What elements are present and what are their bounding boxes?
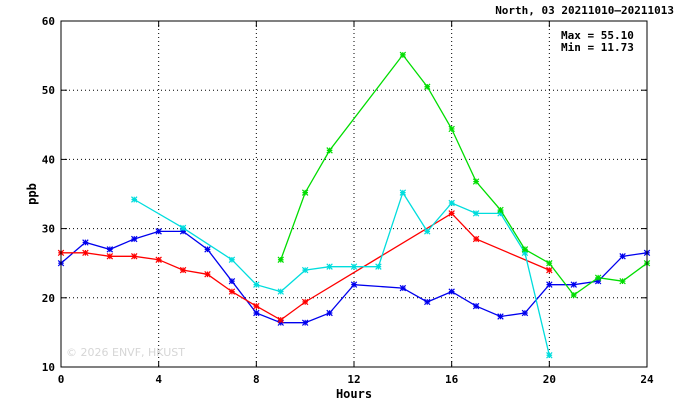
- data-point-marker: [326, 147, 333, 154]
- grid-lines: [61, 21, 647, 367]
- data-point-marker: [204, 246, 211, 253]
- x-axis-label: Hours: [336, 387, 372, 401]
- data-point-marker: [106, 246, 114, 253]
- series-line: [61, 212, 550, 321]
- series-line: [280, 53, 648, 296]
- data-point-marker: [399, 189, 407, 196]
- series-line: [60, 230, 648, 324]
- x-tick-label: 12: [347, 373, 360, 386]
- data-point-marker: [179, 266, 187, 274]
- data-point-marker: [204, 271, 211, 278]
- data-point-marker: [570, 291, 577, 299]
- data-point-marker: [424, 298, 431, 306]
- x-tick-label: 4: [155, 373, 162, 386]
- y-tick-label: 10: [42, 361, 55, 374]
- data-point-marker: [155, 228, 162, 235]
- data-point-marker: [472, 178, 480, 185]
- data-point-marker: [301, 189, 309, 196]
- data-point-marker: [399, 284, 407, 292]
- data-point-marker: [253, 302, 260, 310]
- y-tick-label: 60: [42, 15, 55, 28]
- data-point-marker: [131, 235, 138, 243]
- series-4: [277, 51, 651, 299]
- data-point-marker: [521, 249, 529, 257]
- data-point-marker: [424, 228, 431, 235]
- y-tick-label: 50: [42, 84, 55, 97]
- data-point-marker: [448, 288, 455, 295]
- data-point-marker: [619, 277, 626, 285]
- data-point-marker: [448, 199, 455, 207]
- data-point-marker: [131, 253, 138, 260]
- y-tick-label: 20: [42, 292, 55, 305]
- stat-max: Max = 55.10: [561, 29, 634, 42]
- data-point-marker: [82, 239, 89, 246]
- data-point-marker: [277, 256, 284, 263]
- data-point-marker: [301, 298, 309, 306]
- data-point-marker: [350, 263, 358, 270]
- data-point-marker: [350, 281, 358, 288]
- data-point-marker: [301, 266, 309, 274]
- data-point-marker: [546, 352, 553, 359]
- data-point-marker: [497, 206, 504, 214]
- data-point-marker: [399, 51, 407, 59]
- data-point-marker: [521, 309, 529, 317]
- data-point-marker: [472, 235, 480, 243]
- data-point-marker: [594, 277, 602, 285]
- series-group: [57, 51, 651, 359]
- data-point-marker: [277, 288, 284, 295]
- x-tick-label: 24: [640, 373, 654, 386]
- series-3: [131, 189, 553, 359]
- data-point-marker: [521, 246, 529, 253]
- data-point-marker: [82, 249, 89, 257]
- data-point-marker: [253, 309, 260, 317]
- data-point-marker: [301, 319, 309, 326]
- data-point-marker: [326, 309, 333, 317]
- x-tick-label: 20: [543, 373, 556, 386]
- data-point-marker: [497, 210, 504, 217]
- watermark: © 2026 ENVF, HKUST: [66, 346, 185, 359]
- data-point-marker: [131, 196, 138, 203]
- y-axis-label: ppb: [25, 183, 39, 205]
- data-point-marker: [253, 281, 260, 288]
- series-1: [57, 228, 651, 326]
- data-point-marker: [546, 259, 553, 267]
- data-point-marker: [179, 228, 187, 235]
- x-tick-label: 0: [58, 373, 65, 386]
- data-point-marker: [375, 263, 382, 270]
- data-point-marker: [228, 256, 236, 263]
- data-point-marker: [546, 266, 553, 274]
- data-point-marker: [472, 210, 480, 217]
- data-point-marker: [570, 281, 577, 288]
- series-line: [133, 191, 550, 356]
- data-point-marker: [448, 210, 455, 217]
- data-point-marker: [472, 302, 480, 310]
- x-tick-label: 8: [253, 373, 260, 386]
- y-tick-label: 40: [42, 153, 55, 166]
- axis-ticks: 0 4 8 12 16 20 24 10 20 30 40 50 60: [42, 15, 654, 386]
- data-point-marker: [155, 256, 162, 263]
- data-point-marker: [448, 125, 455, 133]
- stat-min: Min = 11.73: [561, 41, 634, 54]
- y-tick-label: 30: [42, 223, 55, 236]
- data-point-marker: [594, 274, 602, 281]
- data-point-marker: [228, 288, 236, 295]
- data-point-marker: [228, 277, 236, 285]
- data-point-marker: [277, 316, 284, 324]
- data-point-marker: [619, 253, 626, 260]
- chart-title: North, 03 20211010–20211013: [495, 4, 674, 17]
- data-point-marker: [106, 253, 114, 260]
- data-point-marker: [424, 83, 431, 90]
- data-point-marker: [326, 263, 333, 270]
- x-tick-label: 16: [445, 373, 459, 386]
- data-point-marker: [497, 313, 504, 320]
- data-point-marker: [179, 224, 187, 232]
- data-point-marker: [546, 281, 553, 288]
